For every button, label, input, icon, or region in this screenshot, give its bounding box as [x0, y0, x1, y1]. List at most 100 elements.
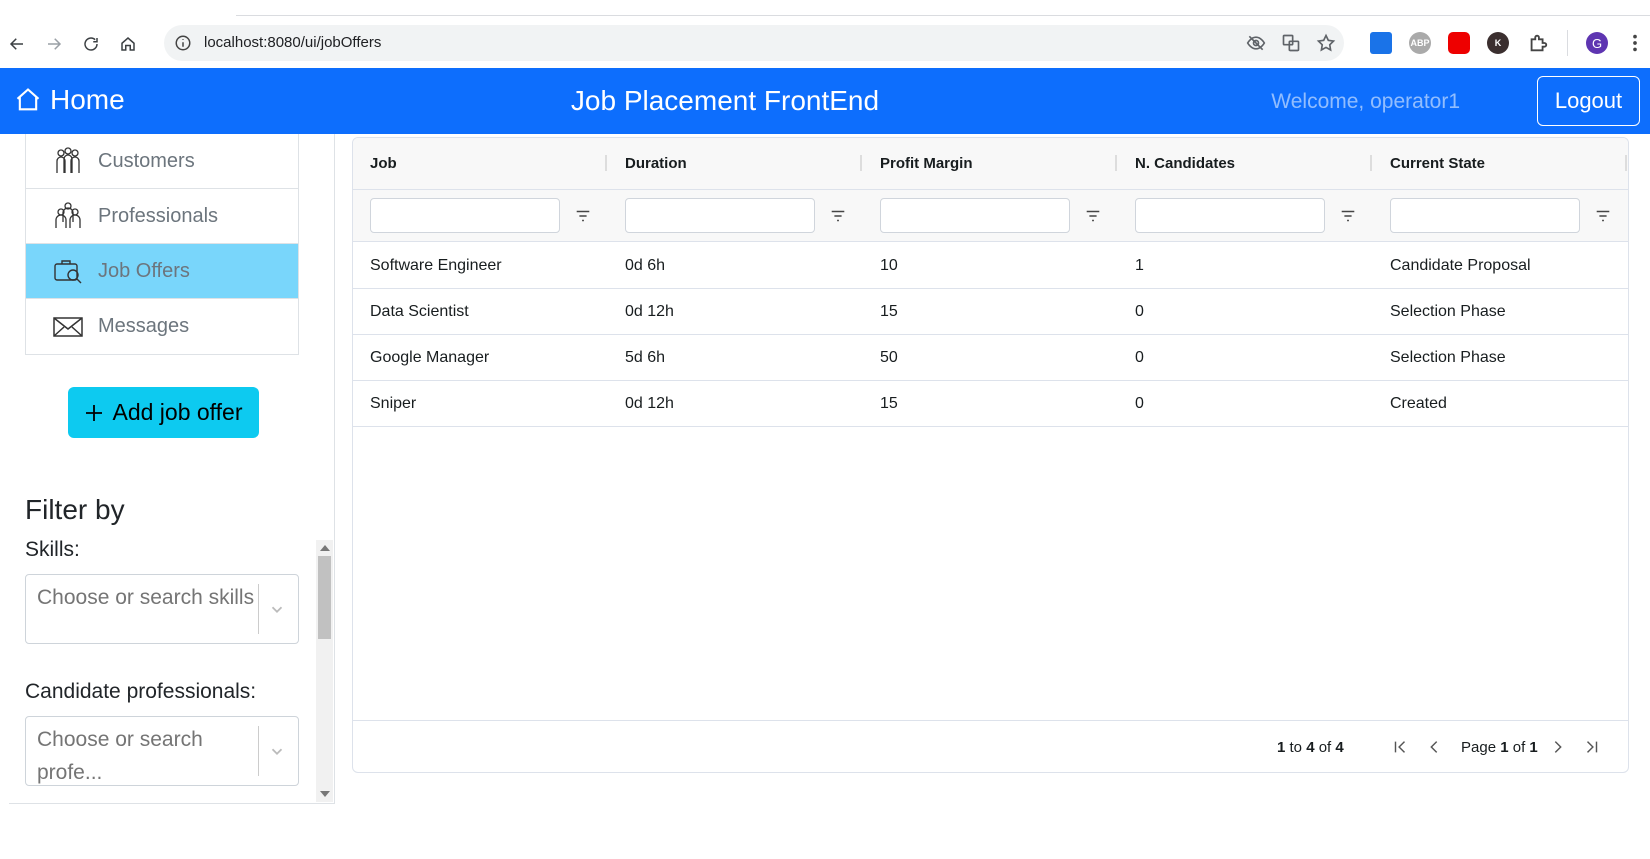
customers-icon — [56, 147, 80, 173]
k-ext-label: K — [1494, 38, 1502, 48]
home-browser-button[interactable] — [114, 30, 142, 58]
cell-profit-margin[interactable]: 50 — [880, 349, 898, 366]
cell-job[interactable]: Software Engineer — [370, 257, 502, 274]
cell-candidates[interactable]: 1 — [1135, 257, 1144, 274]
table-row[interactable]: Software Engineer 0d 6h 10 1 Candidate P… — [353, 243, 1628, 289]
sidebar-item-job-offers[interactable]: Job Offers — [26, 244, 298, 299]
cell-current-state[interactable]: Selection Phase — [1390, 303, 1506, 320]
cell-candidates[interactable]: 0 — [1135, 395, 1144, 412]
sidebar-item-professionals[interactable]: Professionals — [26, 189, 298, 244]
column-resize-handle[interactable] — [1115, 155, 1117, 171]
job-offers-grid: Job Duration Profit Margin N. Candidates… — [352, 137, 1629, 773]
sidebar-item-messages[interactable]: Messages — [26, 299, 298, 354]
professionals-select[interactable]: Choose or search profe... — [25, 716, 299, 786]
column-header-job[interactable]: Job — [370, 155, 397, 172]
pagination-bar: 1 to 4 of 4 Page 1 of 1 — [353, 720, 1628, 772]
scroll-up-arrow[interactable] — [320, 545, 330, 551]
column-header-current-state[interactable]: Current State — [1390, 155, 1486, 172]
back-arrow-icon — [9, 38, 23, 50]
cell-current-state[interactable]: Created — [1390, 395, 1447, 412]
filter-icon[interactable] — [1084, 207, 1102, 225]
column-header-profit-margin[interactable]: Profit Margin — [880, 155, 973, 172]
table-row[interactable]: Google Manager 5d 6h 50 0 Selection Phas… — [353, 335, 1628, 381]
back-button[interactable] — [3, 30, 31, 58]
profile-avatar[interactable]: G — [1586, 32, 1608, 54]
puzzle-icon[interactable] — [1527, 32, 1549, 54]
chevron-down-icon[interactable] — [268, 600, 286, 618]
forward-arrow-icon — [48, 38, 62, 50]
site-info-icon[interactable] — [174, 34, 192, 52]
abp-ext-icon[interactable]: ABP — [1409, 32, 1431, 54]
cell-duration[interactable]: 5d 6h — [625, 349, 666, 366]
logout-button[interactable]: Logout — [1537, 76, 1640, 126]
previous-page-icon[interactable] — [1425, 738, 1443, 756]
sidebar-divider — [334, 134, 335, 804]
app-title: Job Placement FrontEnd — [570, 85, 880, 116]
sidebar-item-customers[interactable]: Customers — [26, 134, 298, 189]
screenshot-ext-icon[interactable] — [1370, 32, 1392, 54]
cell-duration[interactable]: 0d 12h — [625, 303, 674, 320]
menu-dots-icon[interactable] — [1624, 32, 1646, 54]
cell-duration[interactable]: 0d 12h — [625, 395, 674, 412]
column-resize-handle[interactable] — [1370, 155, 1372, 171]
filter-heading: Filter by — [25, 494, 125, 525]
filter-input-duration[interactable] — [625, 198, 815, 233]
column-header-duration[interactable]: Duration — [625, 155, 687, 172]
column-header-candidates[interactable]: N. Candidates — [1135, 155, 1236, 172]
filter-input-candidates[interactable] — [1135, 198, 1325, 233]
home-link[interactable]: Home — [14, 84, 125, 116]
header-divider — [353, 189, 1628, 190]
cell-job[interactable]: Data Scientist — [370, 303, 469, 320]
cell-current-state[interactable]: Candidate Proposal — [1390, 257, 1531, 274]
url-text[interactable]: localhost:8080/ui/jobOffers — [204, 34, 382, 51]
filter-icon[interactable] — [1339, 207, 1357, 225]
filter-icon[interactable] — [574, 207, 592, 225]
cell-profit-margin[interactable]: 15 — [880, 303, 898, 320]
job-offers-icon — [54, 260, 82, 284]
table-row[interactable]: Data Scientist 0d 12h 15 0 Selection Pha… — [353, 289, 1628, 335]
filter-icon[interactable] — [829, 207, 847, 225]
sidebar-item-label: Messages — [98, 315, 190, 337]
last-page-icon[interactable] — [1583, 738, 1601, 756]
filter-input-current-state[interactable] — [1390, 198, 1580, 233]
cell-profit-margin[interactable]: 15 — [880, 395, 898, 412]
row-to: 4 — [1306, 739, 1315, 756]
filter-icon[interactable] — [1594, 207, 1612, 225]
cell-duration[interactable]: 0d 6h — [625, 257, 666, 274]
column-resize-handle[interactable] — [605, 155, 607, 171]
table-row[interactable]: Sniper 0d 12h 15 0 Created — [353, 381, 1628, 427]
cell-profit-margin[interactable]: 10 — [880, 257, 898, 274]
grid-header: Job Duration Profit Margin N. Candidates… — [353, 138, 1628, 242]
skills-select[interactable]: Choose or search skills — [25, 574, 299, 644]
reload-button[interactable] — [77, 30, 105, 58]
filter-input-profit-margin[interactable] — [880, 198, 1070, 233]
star-icon[interactable] — [1316, 33, 1336, 53]
eye-off-icon[interactable] — [1246, 33, 1266, 53]
column-resize-handle[interactable] — [860, 155, 862, 171]
cell-job[interactable]: Sniper — [370, 395, 417, 412]
of-word: of — [1318, 739, 1332, 756]
first-page-icon[interactable] — [1391, 738, 1409, 756]
scrollbar-thumb[interactable] — [318, 556, 331, 639]
k-ext-icon[interactable]: K — [1487, 32, 1509, 54]
cell-candidates[interactable]: 0 — [1135, 349, 1144, 366]
cell-current-state[interactable]: Selection Phase — [1390, 349, 1506, 366]
cell-candidates[interactable]: 0 — [1135, 303, 1144, 320]
youtube-ext-icon[interactable] — [1448, 32, 1470, 54]
cell-job[interactable]: Google Manager — [370, 349, 490, 366]
add-job-offer-button[interactable]: Add job offer — [68, 387, 259, 438]
house-icon — [16, 88, 40, 111]
skills-placeholder: Choose or search skills — [37, 586, 255, 609]
sidebar-scrollbar[interactable] — [316, 540, 333, 802]
column-resize-handle[interactable] — [1625, 155, 1627, 171]
translate-icon[interactable] — [1281, 33, 1301, 53]
address-bar[interactable]: localhost:8080/ui/jobOffers — [164, 25, 1344, 61]
professionals-icon — [55, 202, 81, 228]
house-icon — [121, 37, 135, 51]
chevron-down-icon[interactable] — [268, 742, 286, 760]
forward-button[interactable] — [40, 30, 68, 58]
scroll-down-arrow[interactable] — [320, 791, 330, 797]
next-page-icon[interactable] — [1549, 738, 1567, 756]
filter-input-job[interactable] — [370, 198, 560, 233]
sidebar-item-label: Professionals — [98, 204, 219, 227]
